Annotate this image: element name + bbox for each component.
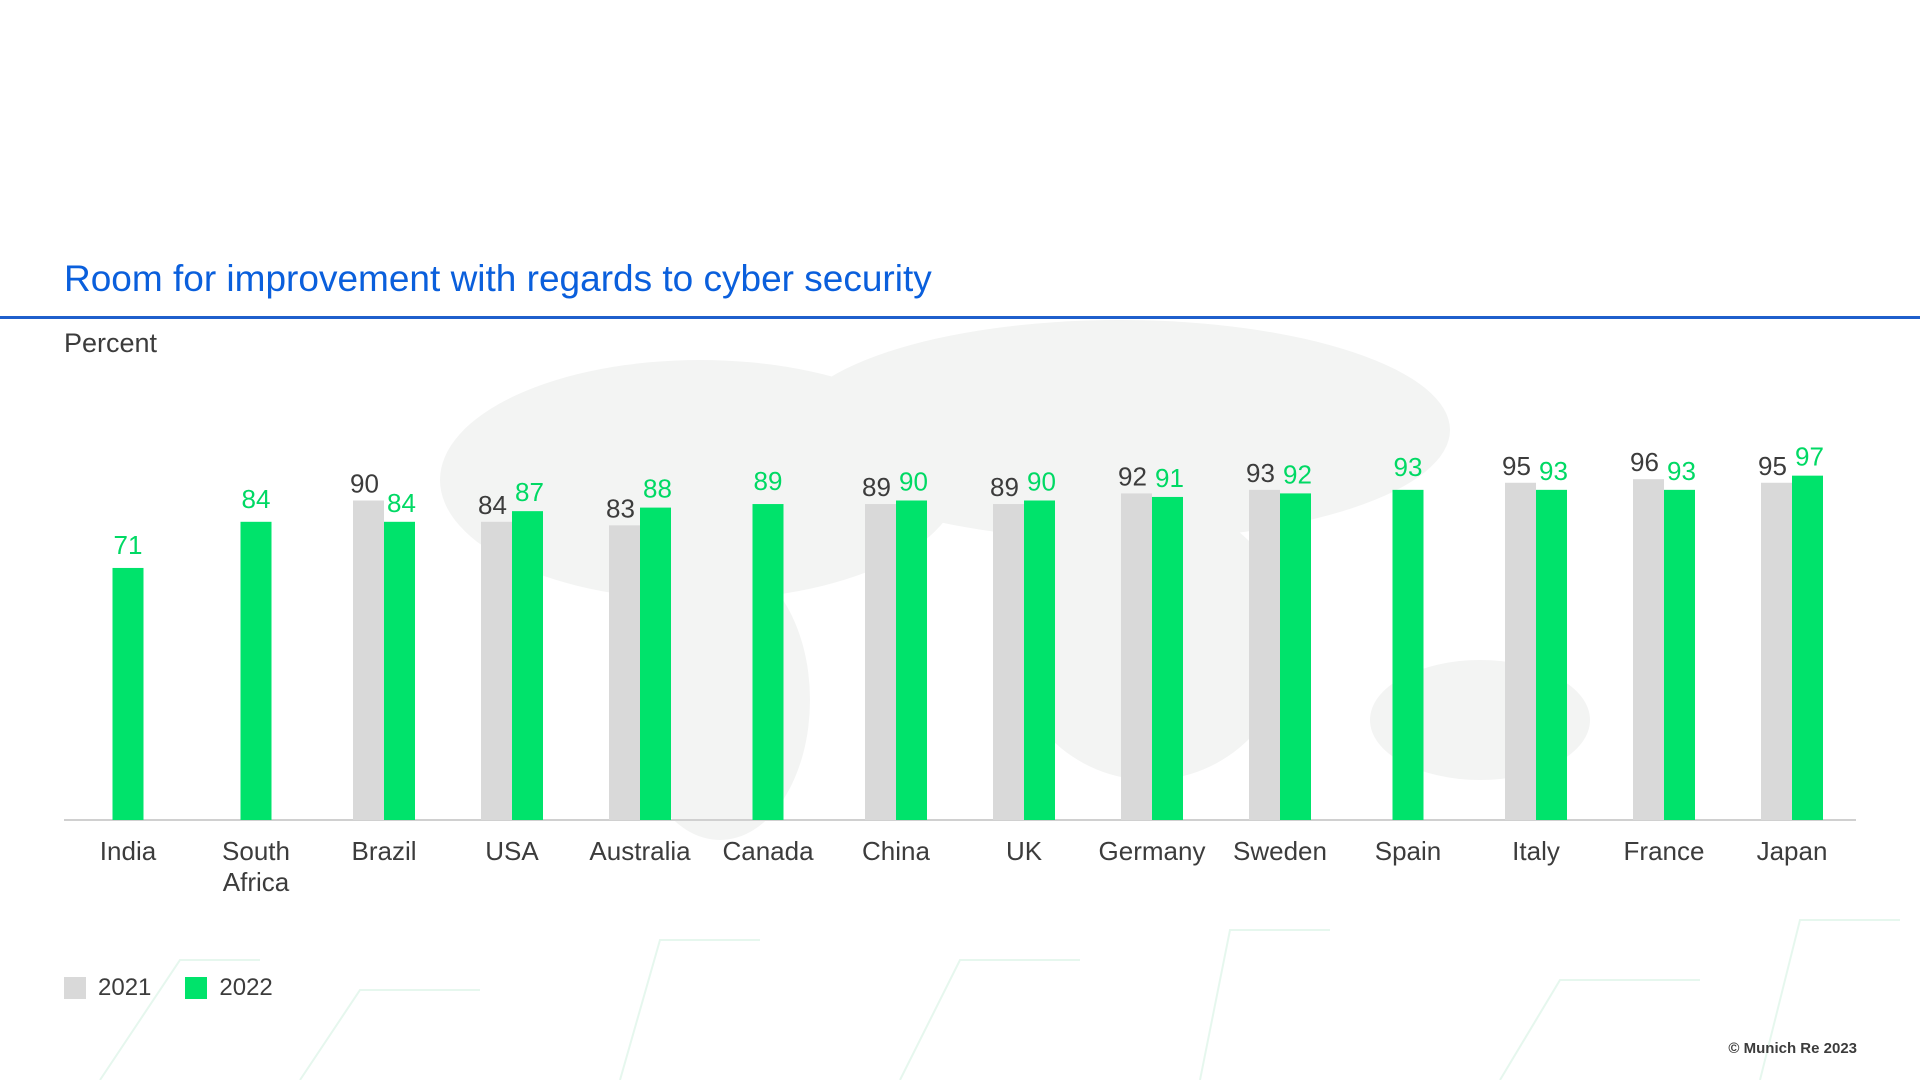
data-label-2022-australia: 88: [643, 474, 672, 504]
category-label-usa: USA: [485, 836, 539, 866]
bar-2022-canada: [752, 504, 784, 820]
bar-2021-japan: [1761, 482, 1792, 820]
legend-swatch-2021: [64, 977, 86, 999]
category-label-line: France: [1624, 836, 1705, 866]
title-divider: [0, 316, 1920, 319]
data-label-2021-usa: 84: [478, 490, 507, 520]
bar-2022-india: [112, 567, 144, 820]
data-label-2022-usa: 87: [515, 477, 544, 507]
data-label-2022-germany: 91: [1155, 463, 1184, 493]
data-label-2021-italy: 95: [1502, 451, 1531, 481]
category-label-france: France: [1624, 836, 1705, 866]
category-label-australia: Australia: [589, 836, 691, 866]
data-label-2021-brazil: 90: [350, 469, 379, 499]
data-label-2022-sweden: 92: [1283, 459, 1312, 489]
bar-2021-brazil: [353, 500, 384, 820]
bar-2022-spain: [1392, 489, 1424, 820]
bar-2021-australia: [609, 525, 640, 820]
category-label-line: Brazil: [351, 836, 416, 866]
data-label-2022-france: 93: [1667, 456, 1696, 486]
legend-label-2021: 2021: [98, 974, 152, 1001]
data-label-2021-uk: 89: [990, 472, 1019, 502]
bar-2022-france: [1664, 489, 1695, 820]
legend-swatch-2022: [185, 977, 208, 999]
unit-label: Percent: [64, 328, 158, 358]
category-label-line: UK: [1006, 836, 1043, 866]
legend: 2021 2022: [64, 974, 307, 1002]
category-label-italy: Italy: [1512, 836, 1560, 866]
data-label-2021-japan: 95: [1758, 451, 1787, 481]
data-label-2021-germany: 92: [1118, 461, 1147, 491]
bar-2021-italy: [1505, 482, 1536, 820]
data-label-2022-uk: 90: [1027, 467, 1056, 497]
category-label-line: Sweden: [1233, 836, 1327, 866]
bar-2022-usa: [512, 511, 543, 820]
bar-2021-usa: [481, 521, 512, 820]
category-label-line: South: [222, 836, 290, 866]
bar-2021-sweden: [1249, 489, 1280, 820]
legend-item-2021: 2021: [64, 974, 151, 1002]
data-label-2021-china: 89: [862, 472, 891, 502]
bar-2021-france: [1633, 479, 1664, 820]
data-label-2022-canada: 89: [754, 466, 783, 496]
data-label-2021-australia: 83: [606, 493, 635, 523]
category-label-spain: Spain: [1375, 836, 1442, 866]
category-label-india: India: [100, 836, 157, 866]
category-label-line: Japan: [1757, 836, 1828, 866]
data-label-2021-sweden: 93: [1246, 458, 1275, 488]
data-label-2021-france: 96: [1630, 447, 1659, 477]
bar-2022-south-africa: [240, 521, 272, 820]
bar-2021-uk: [993, 504, 1024, 820]
legend-item-2022: 2022: [185, 974, 273, 1002]
copyright-notice: © Munich Re 2023: [1728, 1040, 1857, 1057]
category-label-sweden: Sweden: [1233, 836, 1327, 866]
category-label-line: China: [862, 836, 930, 866]
bar-2021-germany: [1121, 493, 1152, 820]
bar-2022-uk: [1024, 500, 1055, 820]
category-label-japan: Japan: [1757, 836, 1828, 866]
category-label-line: Africa: [223, 867, 290, 897]
data-label-2022-brazil: 84: [387, 488, 416, 518]
category-label-line: India: [100, 836, 157, 866]
category-label-line: Germany: [1099, 836, 1206, 866]
data-label-2022-india: 71: [114, 530, 143, 560]
bar-2022-japan: [1792, 475, 1823, 820]
data-label-2022-japan: 97: [1795, 442, 1824, 472]
category-label-line: USA: [485, 836, 539, 866]
bar-2022-sweden: [1280, 493, 1311, 820]
legend-label-2022: 2022: [219, 974, 273, 1001]
data-label-2022-italy: 93: [1539, 456, 1568, 486]
chart-title: Room for improvement with regards to cyb…: [64, 258, 932, 299]
bar-2022-italy: [1536, 489, 1567, 820]
data-label-2022-china: 90: [899, 467, 928, 497]
data-label-2022-south-africa: 84: [242, 484, 271, 514]
category-label-line: Spain: [1375, 836, 1442, 866]
category-label-canada: Canada: [722, 836, 814, 866]
category-label-line: Australia: [589, 836, 691, 866]
data-label-2022-spain: 93: [1394, 452, 1423, 482]
bar-2022-china: [896, 500, 927, 820]
category-label-uk: UK: [1006, 836, 1043, 866]
category-label-china: China: [862, 836, 930, 866]
category-label-south-africa: South Africa: [222, 836, 290, 897]
bar-2022-germany: [1152, 496, 1183, 820]
category-label-germany: Germany: [1099, 836, 1206, 866]
category-label-line: Canada: [722, 836, 814, 866]
category-label-line: Italy: [1512, 836, 1560, 866]
bar-2022-australia: [640, 507, 671, 820]
category-label-brazil: Brazil: [351, 836, 416, 866]
bar-2022-brazil: [384, 521, 415, 820]
bar-2021-china: [865, 504, 896, 820]
